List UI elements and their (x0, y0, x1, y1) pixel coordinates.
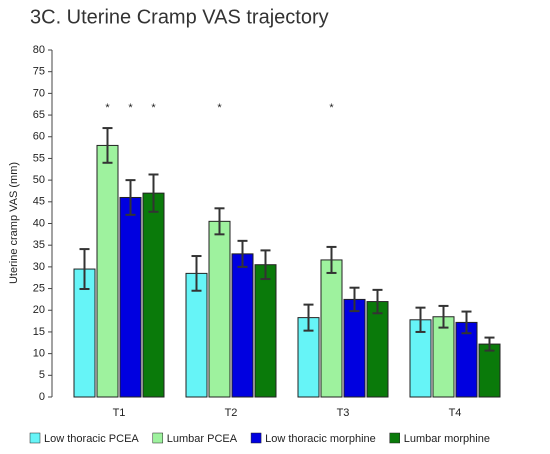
y-tick-label: 45 (33, 196, 45, 208)
legend-swatch (250, 432, 262, 444)
legend-label: Low thoracic PCEA (44, 433, 139, 445)
legend-swatch (389, 432, 400, 444)
error-bar (438, 304, 449, 329)
bar (96, 144, 119, 398)
bar (320, 259, 343, 398)
error-bar (349, 286, 360, 313)
y-tick-label: 10 (33, 348, 45, 360)
y-tick-label: 65 (33, 109, 45, 121)
error-bar (484, 336, 495, 352)
error-bar (237, 239, 248, 268)
error-bar (303, 303, 314, 332)
error-bar (372, 288, 383, 315)
bar (231, 253, 254, 398)
y-tick-label: 0 (39, 391, 45, 403)
bar (119, 196, 142, 398)
error-bar (102, 127, 113, 164)
y-tick-label: 75 (33, 66, 45, 78)
annotation: * (329, 102, 334, 114)
error-bar (79, 248, 90, 290)
x-tick-label: T1 (113, 407, 126, 419)
bar (254, 264, 277, 398)
y-axis-label: Uterine cramp VAS (mm) (8, 162, 20, 284)
error-bar (326, 245, 337, 274)
y-tick-label: 25 (33, 282, 45, 294)
x-tick-label: T3 (337, 407, 350, 419)
bar (478, 343, 501, 398)
y-tick-label: 20 (33, 304, 45, 316)
y-tick-label: 40 (33, 217, 45, 229)
x-tick-label: T2 (225, 407, 238, 419)
bar (432, 316, 455, 398)
y-tick-label: 80 (33, 44, 45, 56)
annotation: * (128, 102, 133, 114)
bar (366, 301, 389, 398)
error-bar (461, 310, 472, 335)
y-tick-label: 70 (33, 87, 45, 99)
legend-label: Low thoracic morphine (265, 433, 376, 445)
y-tick-label: 30 (33, 261, 45, 273)
error-bar (415, 306, 426, 333)
error-bar (148, 173, 159, 213)
legend-swatch (29, 432, 41, 444)
error-bar (125, 179, 136, 216)
bar (208, 220, 231, 398)
y-tick-label: 35 (33, 239, 45, 251)
legend-swatch (152, 432, 164, 444)
bar (343, 298, 366, 398)
chart-title: 3C. Uterine Cramp VAS trajectory (30, 6, 329, 28)
annotation: * (151, 102, 156, 114)
y-tick-label: 15 (33, 326, 45, 338)
error-bar (191, 255, 202, 292)
legend-label: Lumbar PCEA (167, 433, 238, 445)
error-bar (260, 249, 271, 281)
annotation: * (217, 102, 222, 114)
x-tick-label: T4 (449, 407, 462, 419)
y-tick-label: 5 (39, 369, 45, 381)
y-tick-label: 50 (33, 174, 45, 186)
annotation: * (105, 102, 110, 114)
legend-label: Lumbar morphine (404, 433, 490, 445)
bar (142, 192, 165, 398)
y-tick-label: 60 (33, 131, 45, 143)
bar (185, 272, 208, 398)
error-bar (214, 207, 225, 236)
y-tick-label: 55 (33, 152, 45, 164)
